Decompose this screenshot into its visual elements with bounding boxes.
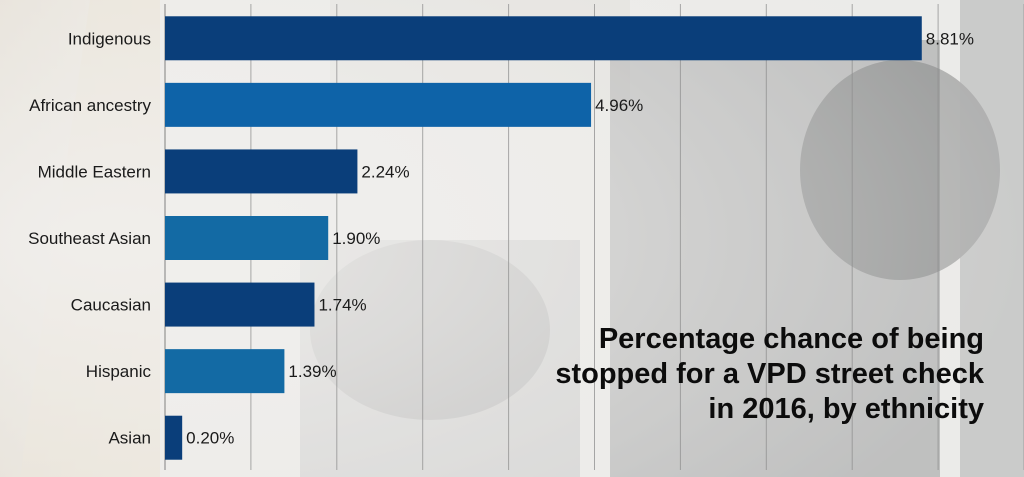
bar-hispanic <box>165 349 285 394</box>
bar-asian <box>165 415 183 460</box>
value-label: 0.20% <box>186 429 234 448</box>
bar-caucasian <box>165 282 315 327</box>
bar-indigenous <box>165 16 922 61</box>
category-label: Caucasian <box>71 296 151 315</box>
bars <box>165 16 922 460</box>
category-labels: Indigenous African ancestry Middle Eastern… <box>28 29 151 447</box>
category-label: Hispanic <box>86 362 152 381</box>
bar-southeast-asian <box>165 216 329 260</box>
category-label: Southeast Asian <box>28 229 151 248</box>
category-label: Asian <box>108 429 151 448</box>
category-label: Indigenous <box>68 29 151 48</box>
value-label: 4.96% <box>595 96 643 115</box>
bar-african-ancestry <box>165 82 592 127</box>
category-label: Middle Eastern <box>38 162 151 181</box>
category-label: African ancestry <box>29 96 151 115</box>
value-label: 2.24% <box>361 162 409 181</box>
value-label: 1.90% <box>332 229 380 248</box>
value-label: 1.39% <box>288 362 336 381</box>
chart-title: Percentage chance of being stopped for a… <box>555 323 984 425</box>
value-label: 1.74% <box>318 296 366 315</box>
value-label: 8.81% <box>926 29 974 48</box>
bar-middle-eastern <box>165 149 358 194</box>
value-labels: 8.81% 4.96% 2.24% 1.90% 1.74% 1.39% 0.20% <box>186 29 974 447</box>
